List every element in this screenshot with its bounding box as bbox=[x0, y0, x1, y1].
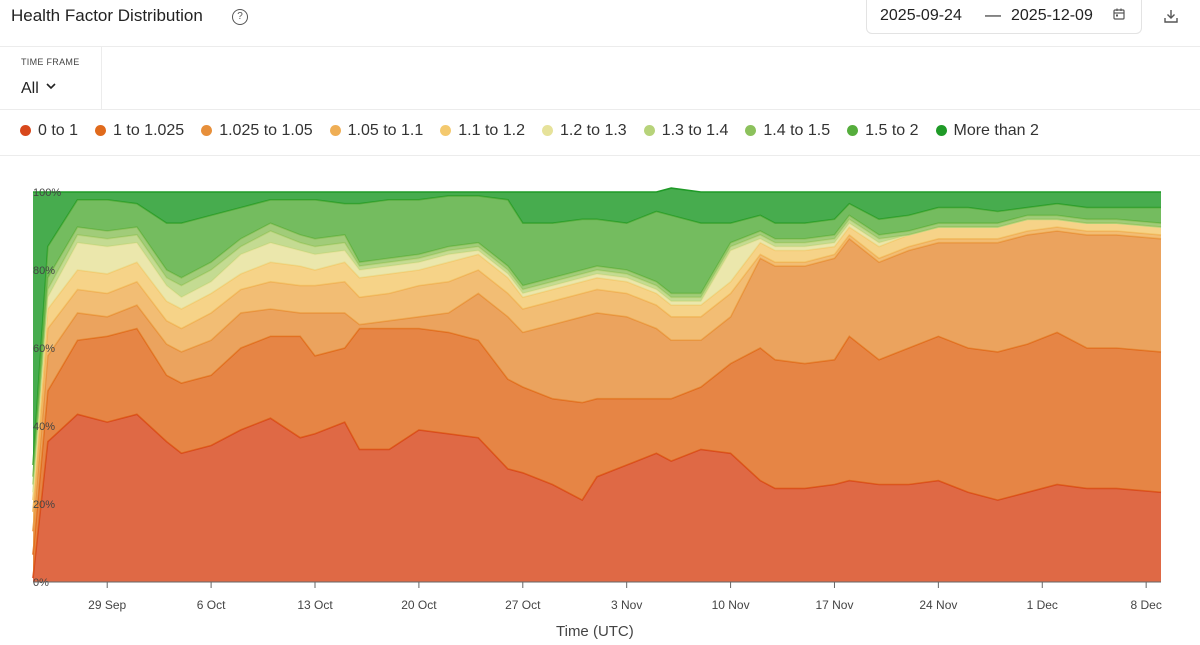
legend-label: 1.1 to 1.2 bbox=[458, 122, 525, 139]
y-tick-label: 60% bbox=[33, 343, 55, 355]
legend-swatch bbox=[541, 125, 553, 136]
divider bbox=[101, 47, 102, 109]
y-tick-label: 40% bbox=[33, 421, 55, 433]
legend-swatch bbox=[643, 125, 655, 136]
legend-item[interactable]: 1.4 to 1.5 bbox=[745, 122, 830, 140]
legend-label: 1.4 to 1.5 bbox=[763, 122, 831, 139]
x-tick-label: 20 Oct bbox=[401, 598, 437, 612]
legend-swatch bbox=[935, 125, 947, 136]
x-tick-label: 17 Nov bbox=[815, 598, 853, 612]
divider bbox=[0, 155, 1200, 156]
header: Health Factor Distribution ? 2025-09-24 … bbox=[0, 0, 1200, 47]
x-tick-label: 24 Nov bbox=[919, 598, 957, 612]
time-frame-section: TIME FRAME All bbox=[0, 47, 1200, 110]
legend-item[interactable]: 1.2 to 1.3 bbox=[541, 122, 627, 140]
legend-item[interactable]: More than 2 bbox=[935, 122, 1039, 140]
x-tick-label: 1 Dec bbox=[1027, 598, 1058, 612]
legend-label: 1.05 to 1.1 bbox=[347, 122, 424, 139]
page-title: Health Factor Distribution bbox=[11, 6, 203, 25]
stacked-area-chart: 0% 20% 40% 60% 80% 100% 29 Sep 6 Oct 13 Oct 20 Oc… bbox=[32, 187, 1162, 612]
area-series bbox=[33, 414, 1161, 582]
y-tick-label: 0% bbox=[33, 577, 49, 589]
legend-item[interactable]: 0 to 1 bbox=[20, 122, 78, 140]
area-series bbox=[33, 215, 1161, 485]
x-axis-title: Time (UTC) bbox=[556, 623, 634, 640]
download-icon[interactable] bbox=[1163, 8, 1179, 24]
y-tick-label: 20% bbox=[33, 499, 55, 511]
date-end[interactable]: 2025-12-09 bbox=[1011, 7, 1093, 24]
legend-swatch bbox=[440, 125, 452, 136]
legend-label: 0 to 1 bbox=[38, 122, 79, 139]
legend-item[interactable]: 1.1 to 1.2 bbox=[440, 122, 525, 140]
legend-item[interactable]: 1.05 to 1.1 bbox=[329, 122, 424, 140]
x-tick-label: 27 Oct bbox=[505, 598, 541, 612]
x-tick-label: 13 Oct bbox=[297, 598, 333, 612]
area-series bbox=[33, 219, 1161, 493]
legend-swatch bbox=[20, 125, 31, 136]
area-series bbox=[33, 219, 1161, 501]
legend-label: 1.5 to 2 bbox=[865, 122, 919, 139]
calendar-icon[interactable] bbox=[1113, 8, 1125, 20]
y-tick-label: 100% bbox=[33, 187, 61, 199]
area-series bbox=[33, 231, 1161, 555]
area-series bbox=[33, 328, 1161, 579]
area-series bbox=[33, 227, 1161, 532]
legend-item[interactable]: 1.5 to 2 bbox=[847, 122, 919, 140]
legend-label: 1.2 to 1.3 bbox=[559, 122, 627, 139]
legend-item[interactable]: 1.025 to 1.05 bbox=[201, 122, 313, 140]
legend-item[interactable]: 1.3 to 1.4 bbox=[643, 122, 729, 140]
chevron-down-icon[interactable] bbox=[46, 81, 56, 91]
date-separator: — bbox=[985, 7, 1001, 24]
time-frame-label: TIME FRAME bbox=[21, 57, 80, 67]
legend-label: 1 to 1.025 bbox=[113, 122, 185, 139]
legend-item[interactable]: 1 to 1.025 bbox=[95, 122, 184, 140]
date-start[interactable]: 2025-09-24 bbox=[880, 7, 962, 24]
x-tick-label: 29 Sep bbox=[88, 598, 126, 612]
time-frame-value[interactable]: All bbox=[21, 80, 39, 97]
x-tick-label: 3 Nov bbox=[611, 598, 642, 612]
x-tick-label: 6 Oct bbox=[197, 598, 226, 612]
series-line bbox=[33, 187, 1161, 193]
x-tick-label: 10 Nov bbox=[712, 598, 750, 612]
legend-label: 1.3 to 1.4 bbox=[661, 122, 729, 139]
legend-swatch bbox=[329, 125, 341, 136]
legend-label: More than 2 bbox=[953, 122, 1039, 139]
help-icon[interactable]: ? bbox=[232, 9, 248, 25]
legend-swatch bbox=[745, 125, 757, 136]
legend-swatch bbox=[201, 125, 213, 136]
time-frame-select[interactable]: All bbox=[21, 80, 56, 98]
legend-swatch bbox=[95, 125, 107, 136]
legend-label: 1.025 to 1.05 bbox=[219, 122, 313, 139]
date-range-picker[interactable]: 2025-09-24 — 2025-12-09 bbox=[866, 0, 1142, 34]
chart-legend: 0 to 1 1 to 1.025 1.025 to 1.05 1.05 to 1.1… bbox=[20, 122, 1056, 146]
area-series bbox=[33, 195, 1161, 477]
legend-swatch bbox=[847, 125, 859, 136]
x-tick-label: 8 Dec bbox=[1130, 598, 1161, 612]
areas bbox=[32, 187, 1162, 582]
y-tick-label: 80% bbox=[33, 265, 55, 277]
